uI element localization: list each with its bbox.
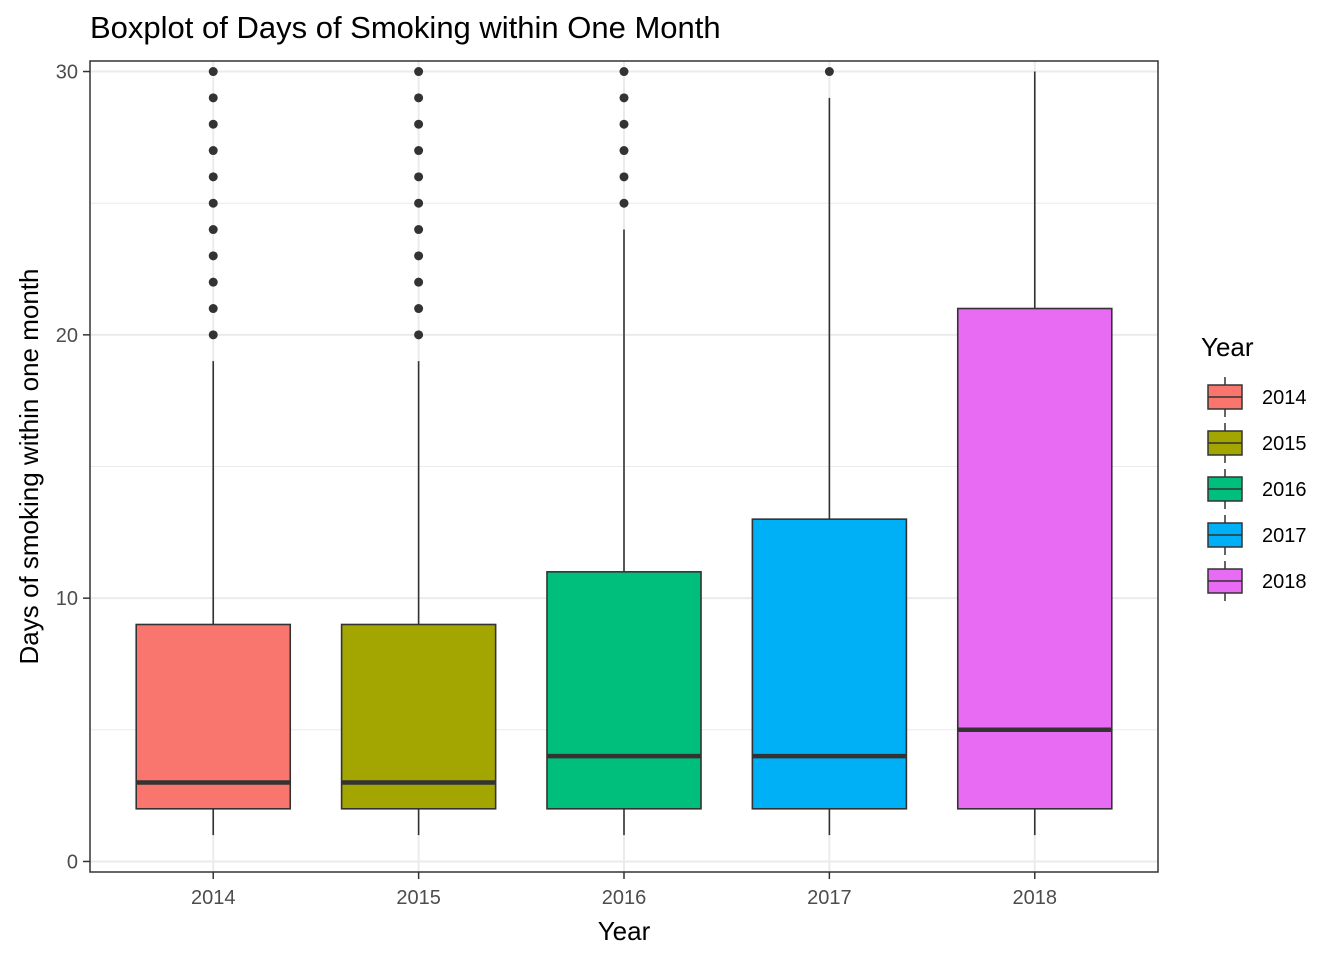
legend-label: 2015	[1262, 433, 1307, 455]
outlier-point	[414, 67, 424, 77]
outlier-point	[208, 304, 218, 314]
box-body	[751, 518, 908, 810]
y-tick-label: 10	[56, 588, 78, 610]
outlier-point	[414, 304, 424, 314]
outlier-point	[619, 172, 629, 182]
legend-label: 2014	[1262, 387, 1307, 409]
outlier-point	[414, 330, 424, 340]
outlier-point	[208, 119, 218, 129]
legend-label: 2016	[1262, 479, 1307, 501]
outlier-point	[414, 146, 424, 156]
box-body	[956, 307, 1113, 810]
box-2017	[751, 67, 908, 836]
outlier-point	[208, 277, 218, 287]
outlier-point	[619, 119, 629, 129]
x-tick-label: 2017	[807, 887, 852, 909]
outlier-point	[824, 67, 834, 77]
outlier-point	[414, 198, 424, 208]
outlier-point	[208, 198, 218, 208]
x-axis: 2014 2015 2016 2017 2018	[191, 872, 1057, 909]
legend-item-2015: 2015	[1207, 423, 1307, 463]
y-axis-title: Days of smoking within one month	[14, 269, 44, 665]
y-axis: 0 10 20 30	[56, 62, 90, 873]
outlier-point	[414, 172, 424, 182]
outlier-point	[619, 67, 629, 77]
legend-item-2014: 2014	[1207, 377, 1307, 417]
outlier-point	[619, 146, 629, 156]
box-body	[135, 623, 292, 810]
outlier-point	[619, 198, 629, 208]
legend-label: 2018	[1262, 571, 1307, 593]
box-2015	[340, 67, 497, 836]
box-2014	[135, 67, 292, 836]
outlier-point	[414, 119, 424, 129]
legend-item-2018: 2018	[1207, 561, 1307, 601]
legend-item-2016: 2016	[1207, 469, 1307, 509]
outlier-point	[208, 146, 218, 156]
outlier-point	[619, 93, 629, 103]
legend-item-2017: 2017	[1207, 515, 1307, 555]
box-2016	[546, 67, 702, 836]
box-body	[546, 571, 702, 810]
outlier-point	[414, 251, 424, 261]
box-2018	[956, 71, 1113, 836]
x-tick-label: 2016	[602, 887, 647, 909]
outlier-point	[414, 277, 424, 287]
outlier-point	[208, 93, 218, 103]
outlier-point	[208, 251, 218, 261]
y-tick-label: 20	[56, 325, 78, 347]
outlier-point	[208, 225, 218, 235]
x-axis-title: Year	[598, 916, 651, 946]
chart-title: Boxplot of Days of Smoking within One Mo…	[90, 10, 721, 45]
y-tick-label: 0	[67, 851, 78, 873]
legend: Year 2014 2015 2016 2017 2018	[1201, 332, 1307, 601]
outlier-point	[208, 330, 218, 340]
x-tick-label: 2018	[1013, 887, 1058, 909]
outlier-point	[208, 172, 218, 182]
legend-label: 2017	[1262, 525, 1307, 547]
outlier-point	[208, 67, 218, 77]
x-tick-label: 2014	[191, 887, 236, 909]
box-body	[340, 623, 497, 810]
outlier-point	[414, 93, 424, 103]
y-tick-label: 30	[56, 62, 78, 84]
x-tick-label: 2015	[396, 887, 441, 909]
legend-title: Year	[1201, 332, 1254, 362]
boxes	[135, 67, 1113, 836]
outlier-point	[414, 225, 424, 235]
